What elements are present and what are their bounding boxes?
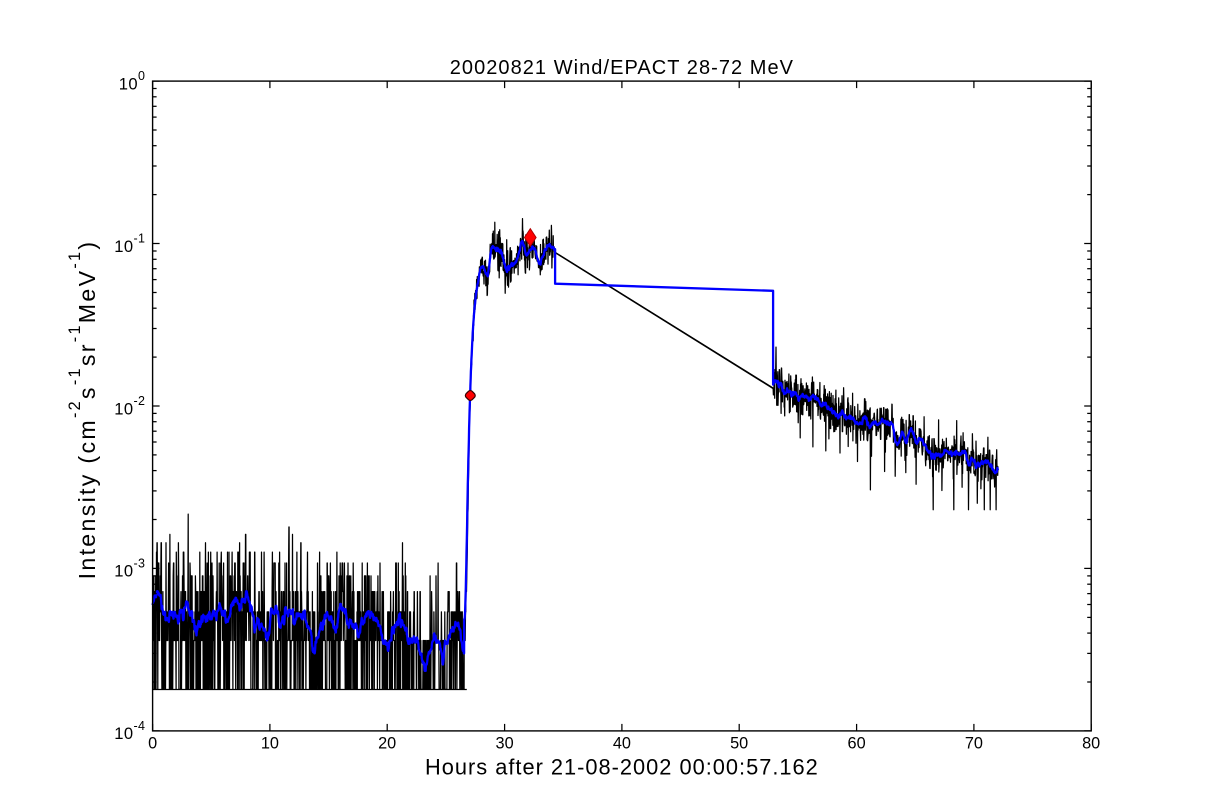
svg-text:40: 40 xyxy=(613,735,631,753)
svg-text:0: 0 xyxy=(148,735,157,753)
svg-text:30: 30 xyxy=(496,735,514,753)
svg-text:60: 60 xyxy=(848,735,866,753)
svg-text:20: 20 xyxy=(378,735,396,753)
svg-text:Hours after 21-08-2002 00:00:5: Hours after 21-08-2002 00:00:57.162 xyxy=(425,755,819,780)
svg-text:80: 80 xyxy=(1082,735,1100,753)
svg-text:70: 70 xyxy=(965,735,983,753)
svg-text:50: 50 xyxy=(730,735,748,753)
svg-text:20020821 Wind/EPACT 28-72 MeV: 20020821 Wind/EPACT 28-72 MeV xyxy=(450,57,794,79)
svg-text:10: 10 xyxy=(261,735,279,753)
